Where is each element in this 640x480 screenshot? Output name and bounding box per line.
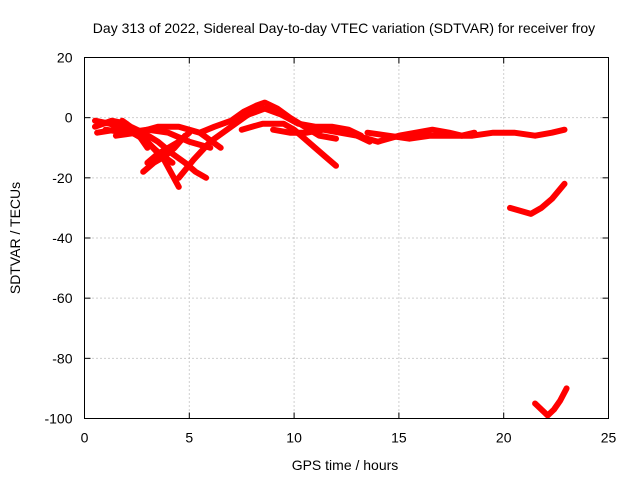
y-axis-label: SDTVAR / TECUs <box>7 182 23 294</box>
y-tick-label: -20 <box>52 170 72 186</box>
y-tick-label: -100 <box>44 411 72 427</box>
sdtvar-traces <box>92 99 570 419</box>
x-axis-label: GPS time / hours <box>292 457 399 473</box>
x-tick-label: 10 <box>286 430 302 446</box>
y-tick-label: -80 <box>52 350 72 366</box>
sdtvar-trace-arc-5 <box>102 126 214 151</box>
y-tick-label: -60 <box>52 290 72 306</box>
sdtvar-trace-arc-9 <box>175 105 365 181</box>
sdtvar-trace-arc-16 <box>532 385 570 419</box>
sdtvar-trace-arc-8 <box>144 129 193 166</box>
sdtvar-trace-arc-15 <box>507 180 568 217</box>
x-tick-label: 25 <box>601 430 617 446</box>
x-tick-label: 5 <box>185 430 193 446</box>
sdtvar-trace-arc-14 <box>364 126 568 142</box>
grid-lines <box>84 57 609 419</box>
y-tick-label: 0 <box>65 110 73 126</box>
x-tick-label: 0 <box>81 430 89 446</box>
y-tick-label: -40 <box>52 230 72 246</box>
axis-ticks: 0 5 10 15 20 25 -100 -80 -60 -40 -20 0 20 <box>44 50 616 446</box>
y-tick-label: 20 <box>57 50 73 66</box>
x-tick-label: 15 <box>391 430 407 446</box>
x-tick-label: 20 <box>496 430 512 446</box>
chart-title: Day 313 of 2022, Sidereal Day-to-day VTE… <box>93 20 595 36</box>
